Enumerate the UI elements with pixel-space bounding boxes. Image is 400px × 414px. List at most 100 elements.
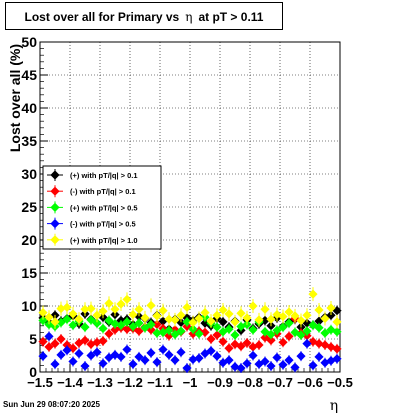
- data-point: [116, 320, 126, 330]
- data-point: [158, 344, 168, 355]
- data-point: [332, 317, 342, 327]
- data-point: [272, 325, 282, 336]
- data-point: [80, 322, 90, 332]
- legend: (+) with pT/|q| > 0.1 (-) with pT/|q| > 0…: [42, 165, 162, 250]
- x-tick-label: −0.8: [237, 375, 263, 390]
- data-point: [236, 321, 246, 332]
- data-point: [92, 337, 102, 347]
- data-point: [152, 357, 162, 367]
- grid-lines: [40, 42, 340, 372]
- chart-title: Lost over all for Primary vs η at pT > 0.1…: [6, 10, 282, 24]
- data-point: [62, 314, 72, 324]
- chart-title-box: Lost over all for Primary vs η at pT > 0.1…: [5, 2, 283, 30]
- data-point: [326, 303, 336, 313]
- data-point: [242, 313, 252, 323]
- data-point: [296, 351, 306, 361]
- data-point: [254, 315, 264, 325]
- y-tick-label: 15: [21, 265, 37, 281]
- data-point: [260, 304, 270, 314]
- data-point: [128, 309, 138, 320]
- data-point: [122, 344, 132, 355]
- legend-marker: [50, 219, 60, 229]
- data-point: [314, 352, 324, 362]
- y-tick-label: 40: [21, 100, 37, 116]
- y-tick-label: 45: [21, 67, 37, 83]
- data-point: [230, 317, 240, 327]
- data-point: [80, 335, 90, 345]
- y-tick-label: 25: [21, 199, 37, 215]
- legend-label: (+) with pT/|q| > 0.1: [70, 171, 138, 180]
- data-point: [284, 307, 294, 317]
- data-point: [278, 322, 288, 332]
- data-point: [296, 315, 306, 326]
- data-point: [86, 350, 96, 361]
- data-point: [206, 334, 216, 344]
- data-point: [98, 323, 108, 334]
- data-point: [68, 320, 78, 330]
- data-point: [134, 352, 144, 362]
- data-point: [62, 302, 72, 312]
- data-point: [146, 325, 156, 335]
- title-suffix: at pT > 0.11: [198, 10, 264, 24]
- y-tick-label: 35: [21, 133, 37, 149]
- data-point: [266, 329, 276, 339]
- data-point: [188, 354, 198, 365]
- data-point: [146, 319, 156, 330]
- data-point: [224, 309, 234, 319]
- data-point: [212, 351, 222, 361]
- data-point: [158, 306, 168, 316]
- data-point: [302, 310, 312, 320]
- x-tick-label: −1.3: [87, 375, 113, 390]
- data-point: [134, 318, 144, 328]
- data-point: [242, 338, 252, 348]
- data-point: [224, 355, 234, 365]
- data-point: [128, 359, 138, 369]
- legend-marker: [50, 186, 60, 196]
- data-point: [110, 319, 120, 329]
- data-point: [56, 304, 66, 314]
- data-point: [56, 334, 66, 344]
- data-point: [284, 318, 294, 328]
- data-point: [110, 325, 120, 335]
- data-point: [86, 339, 96, 349]
- data-point: [146, 300, 156, 310]
- data-point: [272, 352, 282, 363]
- data-point: [86, 304, 96, 314]
- data-point: [44, 342, 54, 352]
- data-point: [308, 360, 318, 370]
- data-point: [218, 337, 228, 347]
- data-point: [200, 318, 210, 328]
- data-point: [170, 315, 180, 325]
- data-point: [290, 311, 300, 321]
- data-point: [284, 331, 294, 341]
- data-point: [314, 323, 324, 333]
- data-point: [248, 301, 258, 311]
- data-point: [266, 314, 276, 324]
- data-point: [92, 310, 102, 320]
- data-point: [218, 358, 228, 368]
- data-point: [194, 329, 204, 339]
- data-point: [332, 344, 342, 354]
- data-point: [38, 351, 48, 361]
- data-point: [242, 358, 252, 369]
- data-point: [158, 327, 168, 337]
- x-tick-label: −1.1: [147, 375, 173, 390]
- data-point: [320, 313, 330, 324]
- data-point: [116, 352, 126, 362]
- data-point: [308, 289, 318, 299]
- data-point: [206, 346, 216, 356]
- data-point: [320, 328, 330, 338]
- data-point: [224, 324, 234, 334]
- x-tick-label: −1.5: [27, 375, 53, 390]
- data-point: [248, 350, 258, 361]
- y-axis-title: Lost over all (%): [7, 44, 23, 152]
- data-point: [74, 348, 84, 359]
- legend-label: (+) with pT/|q| > 0.5: [70, 203, 138, 212]
- data-point: [248, 342, 258, 352]
- data-point: [50, 317, 60, 327]
- data-point: [236, 363, 246, 373]
- data-point: [74, 338, 84, 348]
- data-point: [200, 308, 210, 318]
- data-point: [302, 326, 312, 336]
- series-5: [38, 287, 342, 330]
